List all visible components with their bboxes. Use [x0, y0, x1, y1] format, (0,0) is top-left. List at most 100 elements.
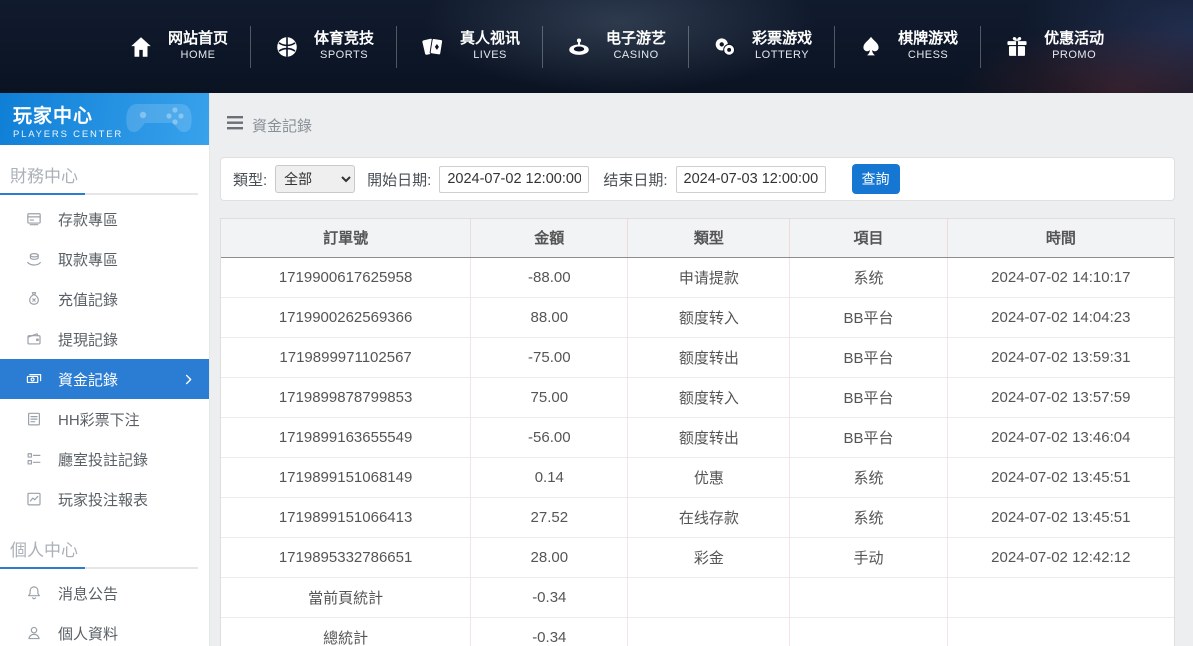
- item-cell: 系统: [789, 257, 948, 297]
- search-button[interactable]: 查詢: [851, 164, 900, 194]
- order-number-cell: 1719899151068149: [221, 456, 471, 497]
- sidebar-item-label: 消息公告: [58, 585, 119, 603]
- sidebar-item-資金記錄[interactable]: 資金記錄: [0, 359, 209, 399]
- nav-item-label: 彩票游戏: [752, 30, 813, 48]
- order-number-cell: 1719899878799853: [221, 376, 471, 417]
- sidebar-item-取款專區[interactable]: 取款專區: [0, 239, 209, 279]
- nav-item-casino[interactable]: 电子游艺 CASINO: [542, 25, 688, 68]
- amount-cell: 88.00: [470, 296, 628, 337]
- column-header: 時間: [946, 219, 1174, 258]
- sidebar-section-header: 財務中心: [10, 167, 78, 186]
- table-row: 1719899151068149 0.14 优惠 系统 2024-07-02 13:45…: [221, 456, 1174, 497]
- person-icon: [25, 624, 43, 642]
- breadcrumb: 資金記錄: [220, 93, 1175, 157]
- table-row: 1719900262569366 88.00 额度转入 BB平台 2024-07-02 …: [221, 296, 1174, 337]
- chart-report-icon: [25, 490, 43, 508]
- time-cell: 2024-07-02 14:04:23: [946, 296, 1174, 337]
- start-date-input[interactable]: [439, 165, 590, 193]
- nav-item-chess[interactable]: 棋牌游戏 CHESS: [834, 25, 980, 68]
- nav-item-lottery[interactable]: 彩票游戏 LOTTERY: [688, 25, 834, 68]
- order-number-cell: 1719899151066413: [221, 496, 471, 537]
- sidebar-item-label: HH彩票下注: [58, 411, 140, 429]
- end-date-input[interactable]: [675, 165, 826, 193]
- time-cell: 2024-07-02 12:42:12: [946, 536, 1174, 577]
- chevron-right-icon: [182, 373, 195, 386]
- order-number-cell: 當前頁統計: [221, 576, 471, 617]
- item-cell: BB平台: [789, 336, 948, 377]
- nav-item-sports[interactable]: 体育竞技 SPORTS: [250, 25, 396, 68]
- nav-item-home[interactable]: 网站首页 HOME: [105, 26, 250, 68]
- item-cell: 系统: [789, 496, 948, 537]
- page-body: 玩家中心 PLAYERS CENTER 財務中心存款專區取款專區充值記錄提現記錄…: [0, 93, 1193, 646]
- item-cell: BB平台: [789, 416, 948, 457]
- sidebar-subtitle: PLAYERS CENTER: [13, 129, 124, 140]
- table-header-row: 訂單號 金額 類型 項目 時間: [221, 219, 1174, 258]
- table-row: 1719899878799853 75.00 额度转入 BB平台 2024-07-02 …: [221, 376, 1174, 417]
- sidebar-item-HH彩票下注[interactable]: HH彩票下注: [0, 399, 209, 439]
- amount-cell: -0.34: [470, 616, 628, 646]
- table-row: 1719899163655549 -56.00 额度转出 BB平台 2024-07-02…: [221, 416, 1174, 457]
- time-cell: 2024-07-02 13:45:51: [946, 456, 1174, 497]
- type-cell: 额度转出: [627, 336, 790, 377]
- sidebar-item-label: 玩家投注報表: [58, 491, 149, 509]
- sidebar-section-header: 個人中心: [10, 541, 78, 560]
- nav-item-sublabel: HOME: [180, 49, 216, 61]
- nav-item-text: 真人视讯 LIVES: [460, 30, 520, 63]
- funds-record-table-card: 訂單號 金額 類型 項目 時間 1719900617625958 -88.00 申请提款 系统…: [220, 218, 1175, 646]
- nav-item-sublabel: LIVES: [473, 49, 507, 61]
- item-cell: [789, 576, 948, 617]
- sidebar-item-label: 充值記錄: [58, 291, 119, 309]
- table-row: 1719899151066413 27.52 在线存款 系统 2024-07-02 13…: [221, 496, 1174, 537]
- funds-record-table: 訂單號 金額 類型 項目 時間 1719900617625958 -88.00 申请提款 系统…: [221, 219, 1174, 646]
- nav-item-label: 网站首页: [168, 30, 229, 48]
- amount-cell: -88.00: [470, 257, 628, 297]
- sidebar-item-個人資料[interactable]: 個人資料: [0, 613, 209, 646]
- withdraw-hand-icon: [25, 250, 43, 268]
- type-cell: 额度转入: [627, 376, 790, 417]
- nav-item-sublabel: CHESS: [907, 49, 949, 61]
- amount-cell: -0.34: [470, 576, 628, 617]
- sidebar-item-存款專區[interactable]: 存款專區: [0, 199, 209, 239]
- nav-item-sublabel: PROMO: [1052, 49, 1097, 61]
- section-divider: [0, 193, 209, 195]
- nav-item-sublabel: SPORTS: [320, 49, 369, 61]
- sidebar-item-label: 個人資料: [58, 625, 119, 643]
- nav-item-lives[interactable]: 真人视讯 LIVES: [396, 25, 542, 68]
- home-icon: [127, 33, 155, 61]
- order-number-cell: 1719900262569366: [221, 296, 471, 337]
- nav-item-text: 优惠活动 PROMO: [1044, 30, 1104, 63]
- playing-cards-icon: [419, 33, 447, 61]
- sidebar: 玩家中心 PLAYERS CENTER 財務中心存款專區取款專區充值記錄提現記錄…: [0, 93, 210, 646]
- order-number-cell: 總統計: [221, 616, 471, 646]
- sports-ball-icon: [273, 33, 301, 61]
- sidebar-header: 玩家中心 PLAYERS CENTER: [0, 93, 209, 145]
- amount-cell: 75.00: [470, 376, 628, 417]
- sidebar-item-提現記錄[interactable]: 提現記錄: [0, 319, 209, 359]
- sidebar-item-label: 資金記錄: [58, 371, 119, 389]
- sidebar-item-label: 存款專區: [58, 211, 119, 229]
- summary-row: 總統計 -0.34: [221, 616, 1174, 646]
- type-select[interactable]: 全部: [275, 165, 356, 193]
- nav-item-text: 电子游艺 CASINO: [606, 30, 666, 63]
- table-row: 1719895332786651 28.00 彩金 手动 2024-07-02 12:4…: [221, 536, 1174, 577]
- amount-cell: -56.00: [470, 416, 628, 457]
- table-row: 1719900617625958 -88.00 申请提款 系统 2024-07-02 1…: [221, 257, 1174, 297]
- item-cell: 系统: [789, 456, 948, 497]
- nav-item-sublabel: LOTTERY: [755, 49, 810, 61]
- gift-icon: [1003, 33, 1031, 61]
- type-cell: 额度转入: [627, 296, 790, 337]
- summary-row: 當前頁統計 -0.34: [221, 576, 1174, 617]
- time-cell: 2024-07-02 13:57:59: [946, 376, 1174, 417]
- sidebar-item-消息公告[interactable]: 消息公告: [0, 573, 209, 613]
- order-number-cell: 1719899971102567: [221, 336, 471, 377]
- bell-icon: [25, 584, 43, 602]
- nav-item-promo[interactable]: 优惠活动 PROMO: [980, 25, 1126, 68]
- amount-cell: -75.00: [470, 336, 628, 377]
- order-number-cell: 1719900617625958: [278, 268, 413, 286]
- sidebar-item-充值記錄[interactable]: 充值記錄: [0, 279, 209, 319]
- sidebar-item-廳室投註記錄[interactable]: 廳室投註記錄: [0, 439, 209, 479]
- page-title: 資金記錄: [252, 117, 313, 135]
- nav-item-text: 彩票游戏 LOTTERY: [752, 30, 812, 63]
- sidebar-item-玩家投注報表[interactable]: 玩家投注報表: [0, 479, 209, 519]
- order-number-cell: 1719899163655549: [221, 416, 471, 457]
